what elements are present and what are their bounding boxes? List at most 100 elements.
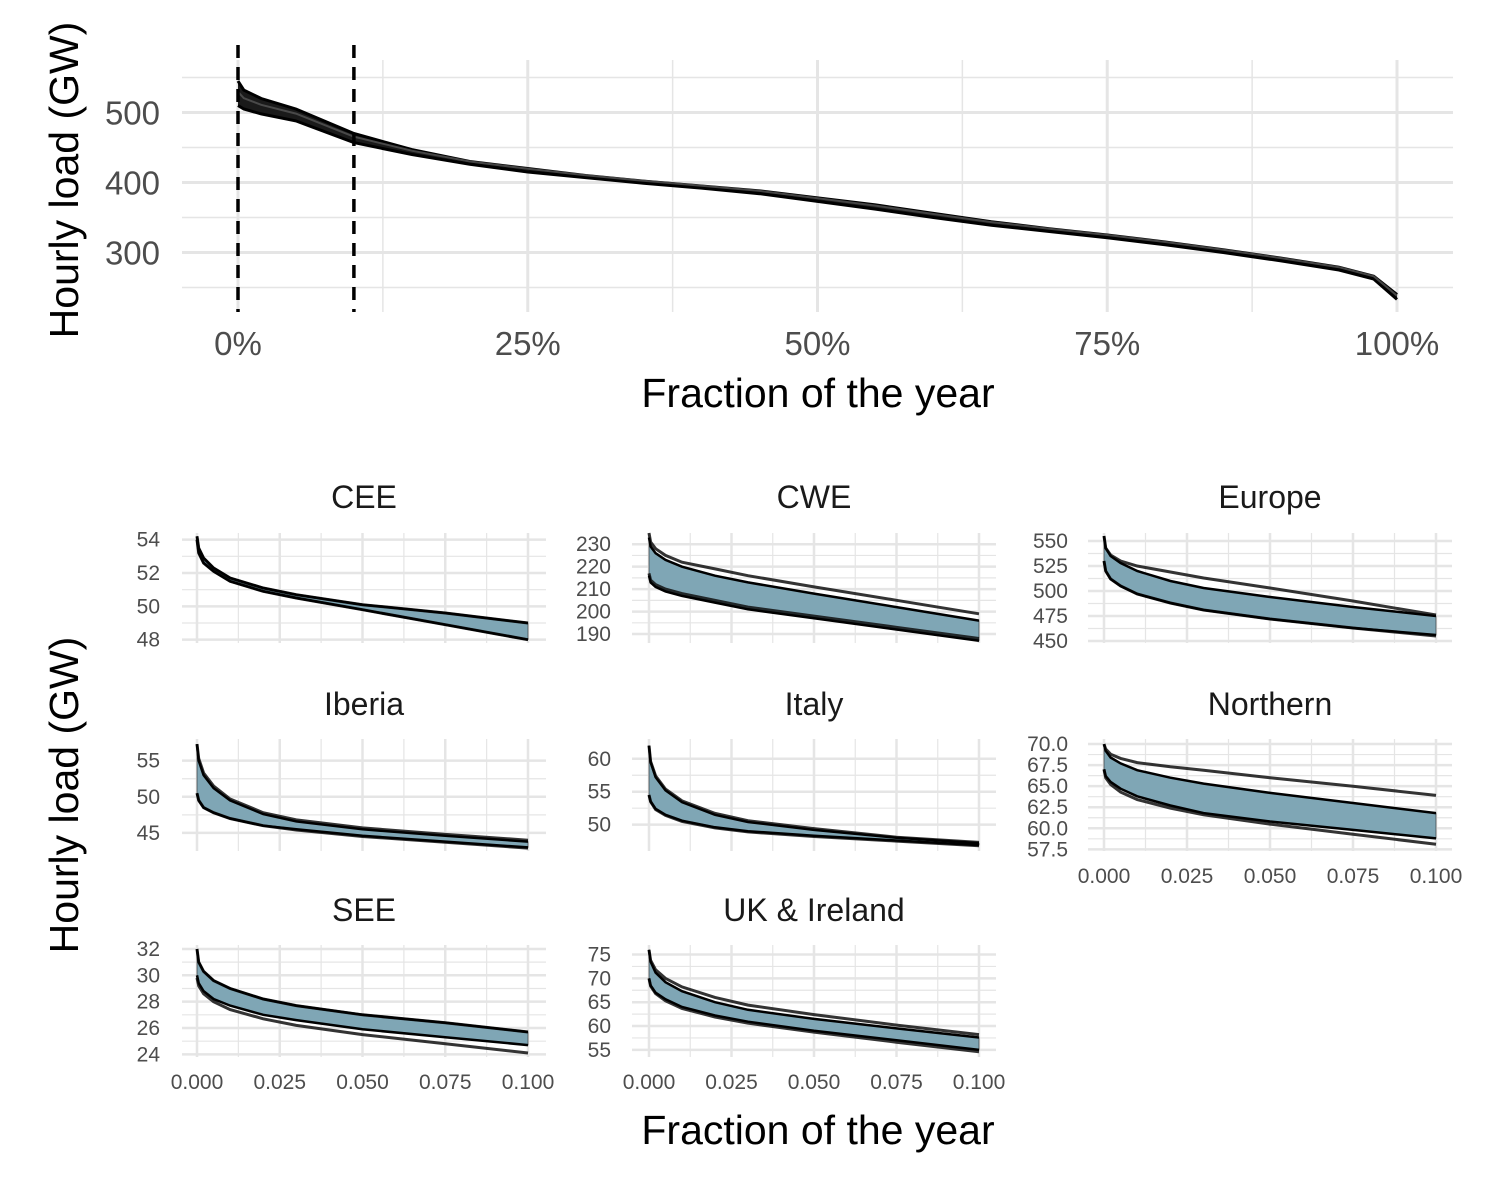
- facet-title: CWE: [777, 479, 852, 515]
- x-tick-label: 100%: [1355, 325, 1439, 362]
- y-tick-label: 65: [588, 991, 611, 1014]
- x-tick-label: 0.075: [1327, 865, 1380, 888]
- y-tick-label: 190: [576, 623, 611, 646]
- load-curve-band-top: [647, 745, 980, 845]
- y-tick-label: 67.5: [1027, 754, 1068, 777]
- y-tick-label: 60: [588, 1015, 611, 1038]
- x-tick-label: 0.075: [419, 1071, 472, 1094]
- facet-iberia: Iberia 45 50 55: [137, 686, 546, 851]
- x-tick-label: 0%: [214, 325, 262, 362]
- load-curve-band-top: [647, 949, 980, 1039]
- facet-title: Europe: [1218, 479, 1321, 515]
- y-tick-label: 75: [588, 944, 611, 967]
- load-curve-band-bottom: [195, 975, 529, 1047]
- x-tick-label: 0.100: [502, 1071, 555, 1094]
- load-curve-band-bottom: [195, 792, 529, 849]
- facet-northern: Northern 57.560.062.565.067.570.0 0.000 0.0…: [1027, 686, 1462, 888]
- y-tick-label: 30: [137, 964, 160, 987]
- y-tick-label: 24: [137, 1043, 161, 1066]
- x-tick-label: 50%: [784, 325, 850, 362]
- top-y-axis-title: Hourly load (GW): [41, 22, 87, 339]
- y-tick-label: 52: [137, 562, 160, 585]
- facet-see: SEE 24 26 28 30 32 0.000 0.025 0.050 0.075 0.100: [137, 892, 555, 1094]
- y-tick-label: 450: [1033, 630, 1068, 653]
- y-tick-label: 200: [576, 601, 611, 624]
- x-tick-label: 25%: [495, 325, 561, 362]
- y-tick-label: 55: [137, 750, 160, 773]
- y-tick-label: 62.5: [1027, 796, 1068, 819]
- load-curve-band-bottom: [647, 794, 980, 847]
- load-curve-band-top: [1102, 535, 1437, 618]
- load-curve: [647, 573, 980, 640]
- facet-title: SEE: [332, 892, 396, 928]
- y-tick-label: 65.0: [1027, 775, 1068, 798]
- load-curve: [1102, 769, 1437, 846]
- y-tick-label: 500: [1033, 580, 1068, 603]
- load-curve-mid: [237, 91, 1398, 297]
- load-curve-band-top: [1102, 743, 1437, 815]
- y-tick-label: 230: [576, 533, 611, 556]
- y-tick-label: 32: [137, 938, 160, 961]
- y-tick-label: 210: [576, 578, 611, 601]
- x-tick-label: 0.075: [870, 1071, 923, 1094]
- y-tick-label: 60: [588, 748, 611, 771]
- load-curve: [1102, 743, 1437, 797]
- facet-cee: CEE 48 50 52 54: [137, 479, 546, 652]
- y-tick-label: 55: [588, 1039, 611, 1062]
- top-panel: 0% 25% 50% 75% 100% 300 400 500: [105, 45, 1453, 362]
- load-curve-lower: [237, 104, 1398, 301]
- y-tick-label: 28: [137, 991, 160, 1014]
- bottom-x-axis-title: Fraction of the year: [641, 1107, 994, 1153]
- facet-title: Italy: [785, 686, 844, 722]
- x-tick-label: 0.050: [788, 1071, 841, 1094]
- x-tick-label: 0.000: [171, 1071, 224, 1094]
- facet-title: Iberia: [324, 686, 404, 722]
- y-tick-label: 50: [588, 814, 611, 837]
- load-curve-band-bottom: [647, 978, 980, 1052]
- load-curve: [647, 532, 980, 616]
- bottom-y-axis-title: Hourly load (GW): [41, 637, 87, 954]
- load-curve-band-bottom: [647, 575, 980, 643]
- y-tick-label: 70: [588, 967, 611, 990]
- y-tick-label: 26: [137, 1017, 160, 1040]
- load-curve: [195, 977, 529, 1055]
- y-tick-label: 55: [588, 781, 611, 804]
- y-tick-label: 70.0: [1027, 733, 1068, 756]
- y-tick-label: 400: [105, 165, 160, 202]
- x-tick-label: 0.050: [1244, 865, 1297, 888]
- y-tick-label: 57.5: [1027, 838, 1068, 861]
- y-tick-label: 50: [137, 786, 160, 809]
- x-tick-label: 0.100: [1410, 865, 1463, 888]
- facet-title: Northern: [1208, 686, 1333, 722]
- load-curve-band-top: [195, 948, 529, 1034]
- x-tick-label: 0.000: [1078, 865, 1131, 888]
- y-tick-label: 60.0: [1027, 817, 1068, 840]
- facet-title: UK & Ireland: [723, 892, 904, 928]
- x-tick-label: 0.050: [336, 1071, 389, 1094]
- x-tick-label: 75%: [1074, 325, 1140, 362]
- y-tick-label: 50: [137, 595, 160, 618]
- y-tick-label: 500: [105, 95, 160, 132]
- y-tick-label: 300: [105, 235, 160, 272]
- y-tick-label: 475: [1033, 605, 1068, 628]
- x-tick-label: 0.025: [705, 1071, 758, 1094]
- y-tick-label: 45: [137, 822, 160, 845]
- load-curve-band-bottom: [1102, 560, 1437, 637]
- x-tick-label: 0.100: [953, 1071, 1006, 1094]
- x-tick-label: 0.000: [623, 1071, 676, 1094]
- load-curve-band-top: [195, 743, 529, 843]
- facet-title: CEE: [331, 479, 397, 515]
- y-tick-label: 525: [1033, 555, 1068, 578]
- y-tick-label: 48: [137, 629, 160, 652]
- y-tick-label: 550: [1033, 530, 1068, 553]
- top-x-axis-title: Fraction of the year: [641, 370, 994, 416]
- facet-italy: Italy 50 55 60: [588, 686, 996, 851]
- x-tick-label: 0.025: [253, 1071, 306, 1094]
- load-curve-band-bottom: [1102, 768, 1437, 840]
- x-tick-label: 0.025: [1161, 865, 1214, 888]
